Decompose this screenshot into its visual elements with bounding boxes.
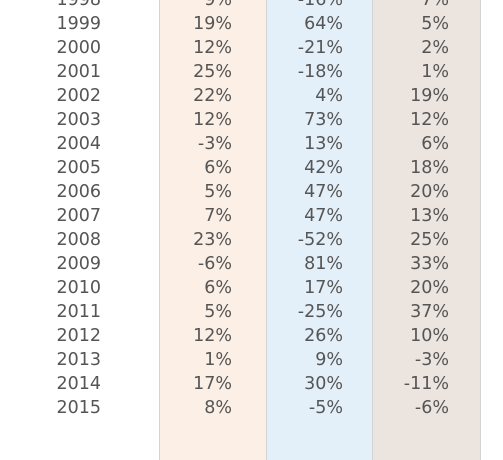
- table-row: 2007 7% 47% 13%: [0, 204, 503, 228]
- column-d-shading: [373, 0, 480, 460]
- value-cell-d: 10%: [410, 326, 449, 346]
- value-cell-d: 20%: [410, 278, 449, 298]
- value-cell-d: -3%: [414, 350, 449, 370]
- year-cell: 2002: [56, 86, 101, 106]
- value-cell-b: 12%: [193, 38, 232, 58]
- value-cell-d: 13%: [410, 206, 449, 226]
- value-cell-c: 73%: [304, 110, 343, 130]
- value-cell-d: 12%: [410, 110, 449, 130]
- table-row: 1999 19% 64% 5%: [0, 12, 503, 36]
- year-cell: 2014: [56, 374, 101, 394]
- table-row: 2011 5% -25% 37%: [0, 300, 503, 324]
- column-c-shading: [267, 0, 372, 460]
- year-cell: 2008: [56, 230, 101, 250]
- value-cell-c: 4%: [315, 86, 343, 106]
- value-cell-c: 30%: [304, 374, 343, 394]
- value-cell-b: 1%: [204, 350, 232, 370]
- value-cell-b: 6%: [204, 278, 232, 298]
- year-cell: 2010: [56, 278, 101, 298]
- column-divider: [372, 0, 373, 460]
- value-cell-b: 25%: [193, 62, 232, 82]
- year-cell: 2012: [56, 326, 101, 346]
- value-cell-b: 5%: [204, 182, 232, 202]
- value-cell-d: 6%: [421, 134, 449, 154]
- value-cell-c: 47%: [304, 206, 343, 226]
- value-cell-d: 1%: [421, 62, 449, 82]
- table-row: 2014 17% 30% -11%: [0, 372, 503, 396]
- table-row: 2006 5% 47% 20%: [0, 180, 503, 204]
- value-cell-d: 19%: [410, 86, 449, 106]
- table-row: 2003 12% 73% 12%: [0, 108, 503, 132]
- year-cell: 2004: [56, 134, 101, 154]
- table-row: 2013 1% 9% -3%: [0, 348, 503, 372]
- table-row: 2004 -3% 13% 6%: [0, 132, 503, 156]
- value-cell-c: 64%: [304, 14, 343, 34]
- value-cell-d: 33%: [410, 254, 449, 274]
- table-body: 1998 9% -16% 7% 1999 19% 64% 5% 2000 12%…: [0, 0, 503, 420]
- value-cell-d: -11%: [403, 374, 449, 394]
- value-cell-b: -6%: [197, 254, 232, 274]
- year-cell: 2005: [56, 158, 101, 178]
- table-row: 2010 6% 17% 20%: [0, 276, 503, 300]
- column-divider: [266, 0, 267, 460]
- value-cell-c: 42%: [304, 158, 343, 178]
- value-cell-b: 12%: [193, 326, 232, 346]
- value-cell-d: 18%: [410, 158, 449, 178]
- year-cell: 2003: [56, 110, 101, 130]
- value-cell-d: 37%: [410, 302, 449, 322]
- table-row: 2009 -6% 81% 33%: [0, 252, 503, 276]
- table-row: 2008 23% -52% 25%: [0, 228, 503, 252]
- table-row: 2005 6% 42% 18%: [0, 156, 503, 180]
- column-divider: [480, 0, 481, 460]
- year-cell: 2013: [56, 350, 101, 370]
- value-cell-b: 5%: [204, 302, 232, 322]
- year-cell: 2009: [56, 254, 101, 274]
- table-row: 2002 22% 4% 19%: [0, 84, 503, 108]
- year-cell: 2000: [56, 38, 101, 58]
- value-cell-d: 2%: [421, 38, 449, 58]
- value-cell-d: 7%: [421, 0, 449, 10]
- year-cell: 2011: [56, 302, 101, 322]
- value-cell-d: 25%: [410, 230, 449, 250]
- year-cell: 1999: [56, 14, 101, 34]
- year-cell: 2007: [56, 206, 101, 226]
- value-cell-c: 47%: [304, 182, 343, 202]
- value-cell-b: 12%: [193, 110, 232, 130]
- value-cell-c: 13%: [304, 134, 343, 154]
- year-cell: 2001: [56, 62, 101, 82]
- table-row: 2015 8% -5% -6%: [0, 396, 503, 420]
- value-cell-b: 23%: [193, 230, 232, 250]
- value-cell-c: -5%: [308, 398, 343, 418]
- table-row: 1998 9% -16% 7%: [0, 0, 503, 12]
- year-cell: 1998: [56, 0, 101, 10]
- value-cell-b: 19%: [193, 14, 232, 34]
- value-cell-b: 17%: [193, 374, 232, 394]
- value-cell-c: 81%: [304, 254, 343, 274]
- value-cell-c: -52%: [297, 230, 343, 250]
- value-cell-b: 7%: [204, 206, 232, 226]
- value-cell-c: -25%: [297, 302, 343, 322]
- table-row: 2000 12% -21% 2%: [0, 36, 503, 60]
- value-cell-c: -16%: [297, 0, 343, 10]
- value-cell-c: -21%: [297, 38, 343, 58]
- value-cell-b: 8%: [204, 398, 232, 418]
- year-cell: 2015: [56, 398, 101, 418]
- year-cell: 2006: [56, 182, 101, 202]
- column-b-shading: [160, 0, 266, 460]
- value-cell-c: 26%: [304, 326, 343, 346]
- table-row: 2001 25% -18% 1%: [0, 60, 503, 84]
- value-cell-b: 22%: [193, 86, 232, 106]
- value-cell-b: -3%: [197, 134, 232, 154]
- column-divider: [159, 0, 160, 460]
- value-cell-d: 20%: [410, 182, 449, 202]
- value-cell-c: 9%: [315, 350, 343, 370]
- table-row: 2012 12% 26% 10%: [0, 324, 503, 348]
- value-cell-d: 5%: [421, 14, 449, 34]
- value-cell-c: -18%: [297, 62, 343, 82]
- value-cell-d: -6%: [414, 398, 449, 418]
- value-cell-b: 6%: [204, 158, 232, 178]
- value-cell-c: 17%: [304, 278, 343, 298]
- value-cell-b: 9%: [204, 0, 232, 10]
